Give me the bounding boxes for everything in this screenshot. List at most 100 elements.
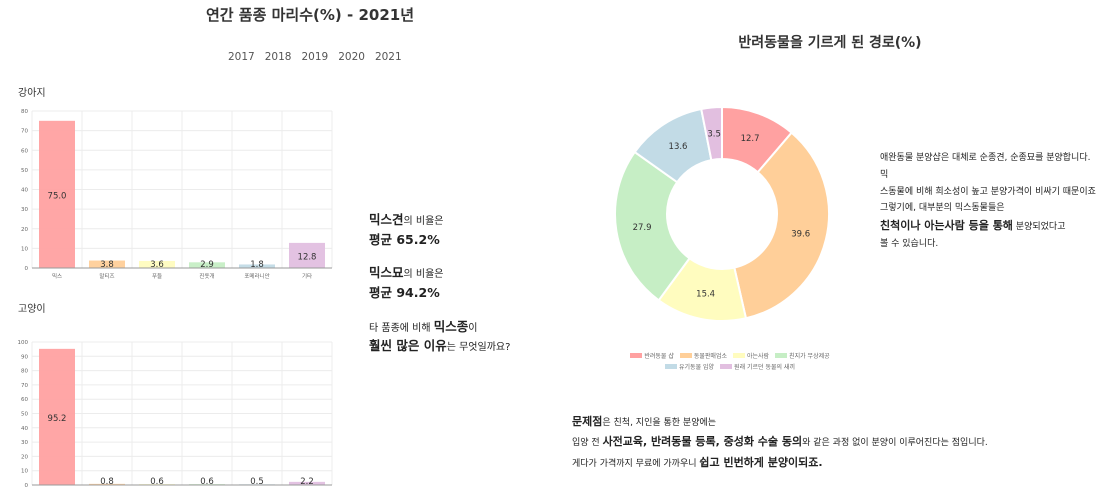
- description-2-line-1: 그렇기에, 대부분의 믹스동물들은: [880, 203, 1005, 213]
- legend-item[interactable]: 원래 기르던 동물의 새끼: [720, 362, 795, 371]
- cat-chart-label: 고양이: [18, 304, 46, 315]
- question2-post: 는 무엇일까요?: [446, 342, 511, 353]
- problem-post: 은 친척, 지인을 통한 분양에는: [602, 418, 717, 428]
- dog-bar: [39, 120, 75, 268]
- legend-item[interactable]: 반려동물 샵: [630, 351, 674, 360]
- problem-line-3: 게다가 가격까지 무료에 가까우니 쉽고 빈번하게 분양이되죠.: [572, 454, 823, 470]
- problem-line-1: 문제점은 친척, 지인을 통한 분양에는: [572, 413, 716, 429]
- cat-bar: [39, 348, 75, 485]
- donut-chart-title: 반려동물을 기르게 된 경로(%): [738, 35, 922, 51]
- problem-2-strong: 사전교육, 반려동물 등록, 중성화 수술 동의: [602, 435, 803, 448]
- dog-category-label: 푸들: [152, 273, 162, 280]
- legend-swatch: [720, 364, 733, 369]
- problem-strong: 문제점: [572, 415, 603, 428]
- cat-ytick: 80: [21, 369, 28, 375]
- donut-value-label: 15.4: [696, 289, 715, 299]
- dog-ytick: 40: [21, 188, 28, 194]
- cat-ytick: 0: [25, 483, 29, 489]
- dog-value-label: 75.0: [48, 191, 67, 201]
- legend-item[interactable]: 친지가 무상제공: [775, 351, 830, 360]
- legend-label: 유기동물 입양: [679, 364, 715, 371]
- donut-chart: 12.7 39.6 15.4 27.9 13.6 3.5: [614, 105, 830, 322]
- legend-label: 반려동물 샵: [644, 353, 674, 360]
- cat-bar: [89, 483, 125, 485]
- legend-item[interactable]: 동물판매업소: [679, 351, 727, 360]
- dog-value-label: 12.8: [298, 252, 317, 262]
- dog-bar-chart: 0 10 20 30 40 50 60 70 80 75.0 믹스 3.8 말티즈 3.6 푸들 2.9 진돗개…: [21, 109, 333, 280]
- dog-ratio-line: 믹스견의 비율은: [369, 209, 444, 228]
- description-2-line-2: 친척이나 아는사람 등을 통해 분양되었다고: [880, 217, 1100, 236]
- question-line-1: 타 품종에 비해 믹스종이: [369, 316, 477, 335]
- donut-value-label: 13.6: [669, 142, 688, 152]
- legend-item[interactable]: 유기동물 입양: [665, 362, 714, 371]
- dog-bar: [139, 260, 175, 268]
- dog-value-label: 1.8: [250, 260, 264, 270]
- legend-label: 동물판매업소: [693, 353, 727, 360]
- cat-value-label: 0.6: [200, 477, 214, 487]
- donut-value-label: 3.5: [707, 129, 721, 139]
- dog-value-label: 3.6: [150, 260, 164, 270]
- year-tab-2018[interactable]: 2018: [264, 51, 292, 63]
- cat-ytick: 20: [21, 454, 28, 460]
- dog-ytick: 50: [21, 168, 28, 174]
- cat-bar-chart: 010203040506070809010095.2믹스0.80.60.60.5…: [18, 340, 333, 489]
- dog-ytick: 20: [21, 227, 28, 233]
- problem-line-2: 입양 전 사전교육, 반려동물 등록, 중성화 수술 동의와 같은 과정 없이 …: [572, 433, 988, 449]
- cat-value-label: 0.8: [100, 477, 114, 487]
- dog-ratio-suffix: 의 비율은: [403, 216, 444, 227]
- dog-ratio-strong: 믹스견: [369, 212, 404, 227]
- dog-average: 평균 65.2%: [369, 232, 440, 247]
- legend-label: 원래 기르던 동물의 새끼: [734, 364, 795, 371]
- problem-2-pre: 입양 전: [572, 438, 603, 448]
- legend-item[interactable]: 아는사람: [732, 351, 769, 360]
- dog-ytick: 80: [21, 109, 28, 115]
- description-2-after: 분양되었다고: [1012, 222, 1066, 232]
- dog-bar: [89, 260, 125, 268]
- donut-value-label: 27.9: [633, 223, 652, 233]
- problem-3-strong: 쉽고 빈번하게 분양이되죠.: [699, 456, 823, 469]
- dog-category-label: 말티즈: [99, 272, 114, 280]
- problem-3-pre: 게다가 가격까지 무료에 가까우니: [572, 459, 700, 469]
- question-pre: 타 품종에 비해: [369, 323, 434, 334]
- dog-bar: [239, 264, 275, 268]
- dog-bar: [289, 242, 325, 268]
- dog-bar: [189, 262, 225, 268]
- dog-category-label: 진돗개: [199, 272, 214, 280]
- year-tab-2020[interactable]: 2020: [338, 51, 365, 63]
- year-tab-2017[interactable]: 2017: [228, 51, 255, 63]
- question2-strong: 훨씬 많은 이유: [369, 338, 447, 353]
- cat-value-label: 95.2: [48, 414, 67, 424]
- question-post: 이: [468, 323, 478, 334]
- problem-2-post: 와 같은 과정 없이 분양이 이루어진다는 점입니다.: [802, 438, 988, 448]
- cat-ytick: 100: [18, 340, 28, 346]
- cat-bar: [289, 481, 325, 485]
- cat-ytick: 90: [21, 354, 28, 360]
- year-tab-2021[interactable]: 2021: [374, 51, 402, 63]
- year-tab-2019[interactable]: 2019: [301, 51, 329, 63]
- description-2: 그렇기에, 대부분의 믹스동물들은 친척이나 아는사람 등을 통해 분양되었다고…: [880, 200, 1100, 253]
- dog-category-label: 기타: [302, 272, 312, 280]
- description-1: 애완동물 분양샵은 대체로 순종견, 순종묘를 분양합니다. 믹 스동물에 비해…: [880, 150, 1100, 201]
- donut-value-label: 12.7: [741, 134, 760, 144]
- cat-value-label: 0.6: [150, 477, 164, 487]
- description-2-strong: 친척이나 아는사람 등을 통해: [880, 219, 1013, 232]
- cat-average: 평균 94.2%: [369, 285, 440, 300]
- legend-label: 친지가 무상제공: [789, 353, 830, 360]
- legend-swatch: [630, 353, 643, 358]
- cat-value-label: 0.5: [250, 477, 264, 487]
- dog-value-label: 2.9: [200, 260, 214, 270]
- cat-value-label: 2.2: [300, 477, 314, 487]
- cat-ytick: 70: [21, 383, 28, 389]
- legend-swatch: [732, 353, 745, 358]
- legend-swatch: [775, 353, 788, 358]
- donut-slice: [614, 150, 691, 302]
- dog-ytick: 0: [25, 266, 29, 272]
- dog-ytick: 60: [21, 148, 28, 154]
- cat-ratio-strong: 믹스묘: [369, 265, 404, 280]
- dog-chart-label: 강아지: [18, 88, 46, 99]
- question-line-2: 훨씬 많은 이유는 무엇일까요?: [369, 335, 510, 354]
- legend-swatch: [665, 364, 678, 369]
- cat-ratio-suffix: 의 비율은: [403, 269, 444, 280]
- dog-category-label: 포메라니안: [244, 272, 269, 280]
